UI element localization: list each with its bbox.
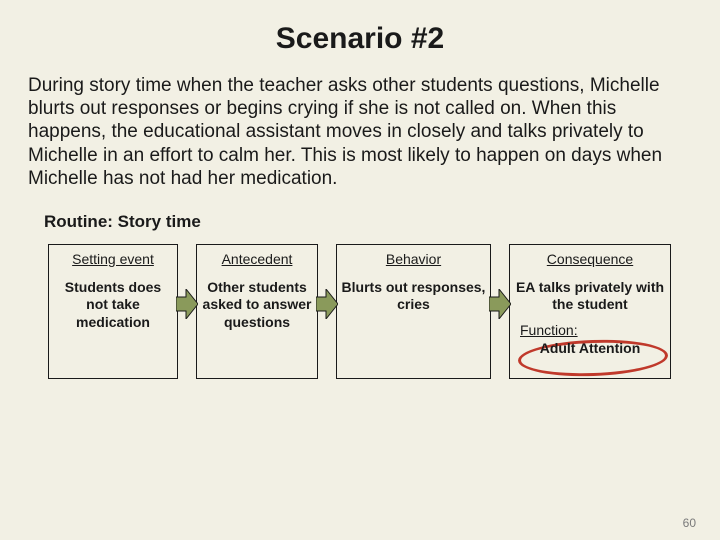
consequence-content: EA talks privately with the student xyxy=(514,279,666,314)
arrow-icon xyxy=(316,289,338,319)
routine-label: Routine: xyxy=(44,212,113,231)
arrow-3 xyxy=(489,244,511,364)
box-consequence: Consequence EA talks privately with the … xyxy=(509,244,671,379)
setting-header: Setting event xyxy=(53,251,173,267)
antecedent-content: Other students asked to answer questions xyxy=(201,279,313,332)
box-behavior: Behavior Blurts out responses, cries xyxy=(336,244,491,379)
setting-content: Students does not take medication xyxy=(53,279,173,332)
behavior-content: Blurts out responses, cries xyxy=(341,279,486,314)
slide-title: Scenario #2 xyxy=(0,0,720,70)
consequence-header: Consequence xyxy=(514,251,666,267)
flow-row: Setting event Students does not take med… xyxy=(0,240,720,379)
page-number: 60 xyxy=(683,516,696,530)
arrow-icon xyxy=(489,289,511,319)
arrow-1 xyxy=(176,244,198,364)
box-antecedent: Antecedent Other students asked to answe… xyxy=(196,244,318,379)
routine-line: Routine: Story time xyxy=(0,190,720,240)
arrow-2 xyxy=(316,244,338,364)
arrow-icon xyxy=(176,289,198,319)
function-label: Function: xyxy=(520,322,666,338)
box-setting-event: Setting event Students does not take med… xyxy=(48,244,178,379)
antecedent-header: Antecedent xyxy=(201,251,313,267)
function-value: Adult Attention xyxy=(514,340,666,356)
scenario-body: During story time when the teacher asks … xyxy=(0,70,720,190)
behavior-header: Behavior xyxy=(341,251,486,267)
routine-value: Story time xyxy=(118,212,201,231)
